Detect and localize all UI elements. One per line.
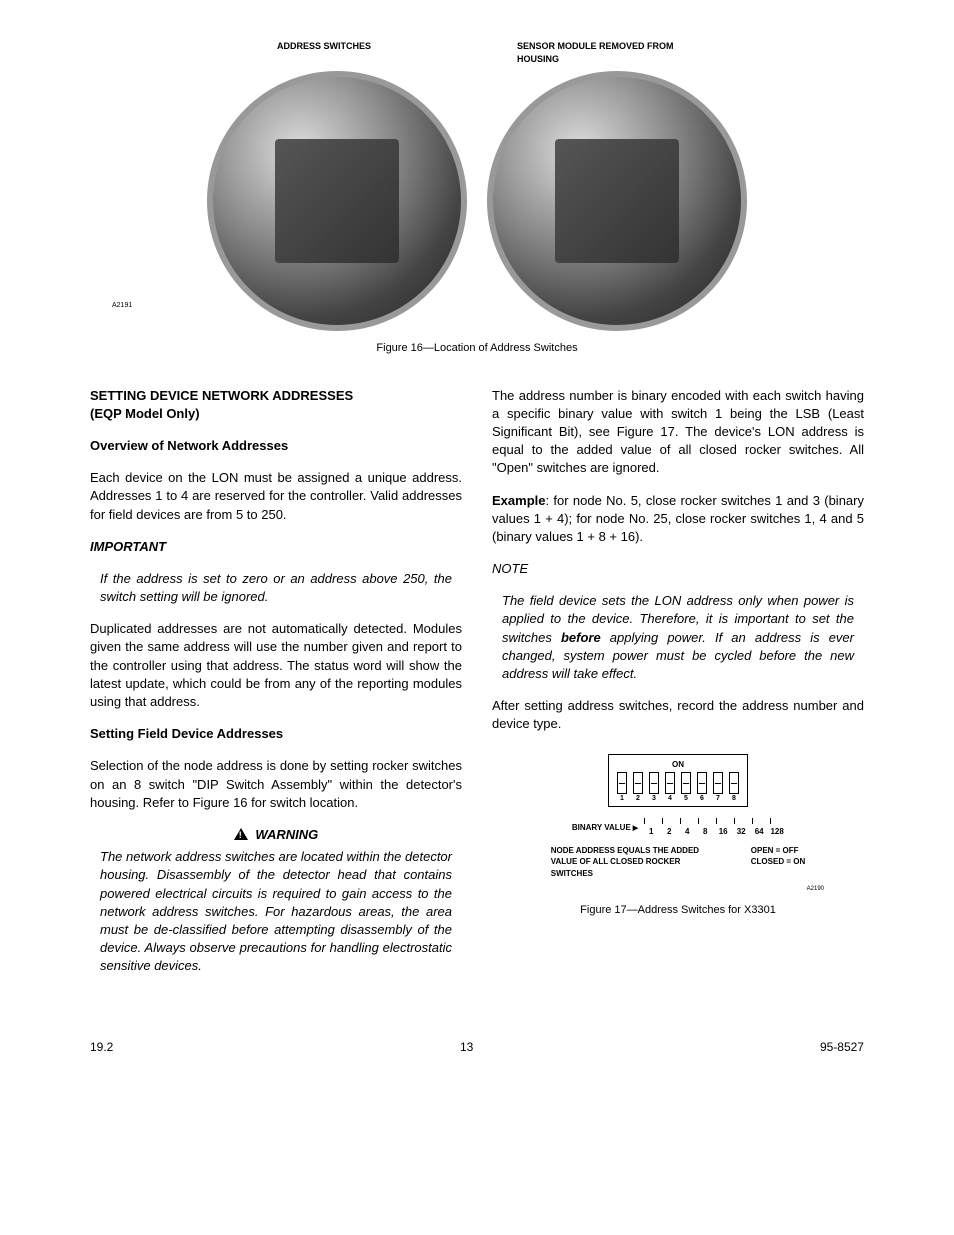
heading-setting-addresses-1: SETTING DEVICE NETWORK ADDRESSES [90, 387, 462, 405]
figure-17-note-left: NODE ADDRESS EQUALS THE ADDED VALUE OF A… [551, 845, 721, 879]
dip-switch [697, 772, 707, 794]
body-columns: SETTING DEVICE NETWORK ADDRESSES (EQP Mo… [90, 387, 864, 990]
dip-switch [713, 772, 723, 794]
warning-icon [234, 828, 248, 840]
dip-switches-row [617, 772, 739, 794]
figure-16-caption: Figure 16—Location of Address Switches [90, 341, 864, 356]
binary-values: 1248163264128 [644, 826, 784, 837]
field-device-paragraph: Selection of the node address is done by… [90, 757, 462, 812]
note-label: NOTE [492, 560, 864, 578]
warning-label: WARNING [255, 827, 318, 842]
figure-16-photos: A2191 [90, 71, 864, 331]
page-footer: 19.2 13 95-8527 [90, 1039, 864, 1056]
footer-center: 13 [460, 1039, 473, 1056]
figure-16-label-left: ADDRESS SWITCHES [277, 40, 437, 65]
device-photo-left [207, 71, 467, 331]
dip-switch-diagram: ON 12345678 [608, 754, 748, 807]
warning-header: WARNING [90, 826, 462, 844]
figure-16-labels: ADDRESS SWITCHES SENSOR MODULE REMOVED F… [90, 40, 864, 65]
right-column: The address number is binary encoded wit… [492, 387, 864, 990]
dip-switch [681, 772, 691, 794]
figure-16-ref: A2191 [112, 301, 132, 311]
figure-17: ON 12345678 BINARY VALUE 12 [492, 754, 864, 919]
figure-17-notes: NODE ADDRESS EQUALS THE ADDED VALUE OF A… [492, 845, 864, 879]
dip-switch [649, 772, 659, 794]
binary-value-row: BINARY VALUE 1248163264128 [572, 818, 784, 837]
figure-16-label-right: SENSOR MODULE REMOVED FROM HOUSING [517, 40, 677, 65]
subheading-overview: Overview of Network Addresses [90, 437, 462, 455]
dip-switch [665, 772, 675, 794]
figure-17-ref: A2190 [492, 885, 824, 893]
dip-switch [617, 772, 627, 794]
dip-on-label: ON [617, 759, 739, 770]
binary-encoding-paragraph: The address number is binary encoded wit… [492, 387, 864, 478]
dip-switch-numbers: 12345678 [617, 794, 739, 804]
important-text: If the address is set to zero or an addr… [100, 570, 452, 606]
heading-setting-addresses-2: (EQP Model Only) [90, 405, 462, 423]
binary-value-label: BINARY VALUE [572, 824, 638, 832]
example-label: Example [492, 493, 545, 508]
example-text: : for node No. 5, close rocker switches … [492, 493, 864, 544]
important-label: IMPORTANT [90, 538, 462, 556]
figure-17-caption: Figure 17—Address Switches for X3301 [492, 903, 864, 918]
device-photo-right [487, 71, 747, 331]
footer-left: 19.2 [90, 1039, 113, 1056]
dip-switch [729, 772, 739, 794]
duplicated-paragraph: Duplicated addresses are not automatical… [90, 620, 462, 711]
warning-text: The network address switches are located… [100, 848, 452, 975]
example-paragraph: Example: for node No. 5, close rocker sw… [492, 492, 864, 547]
binary-ticks [644, 818, 784, 824]
note-text: The field device sets the LON address on… [502, 592, 854, 683]
subheading-field-device: Setting Field Device Addresses [90, 725, 462, 743]
dip-switch [633, 772, 643, 794]
overview-paragraph: Each device on the LON must be assigned … [90, 469, 462, 524]
figure-17-note-right: OPEN = OFF CLOSED = ON [751, 845, 805, 879]
left-column: SETTING DEVICE NETWORK ADDRESSES (EQP Mo… [90, 387, 462, 990]
footer-right: 95-8527 [820, 1039, 864, 1056]
after-setting-paragraph: After setting address switches, record t… [492, 697, 864, 733]
figure-16: ADDRESS SWITCHES SENSOR MODULE REMOVED F… [90, 40, 864, 357]
